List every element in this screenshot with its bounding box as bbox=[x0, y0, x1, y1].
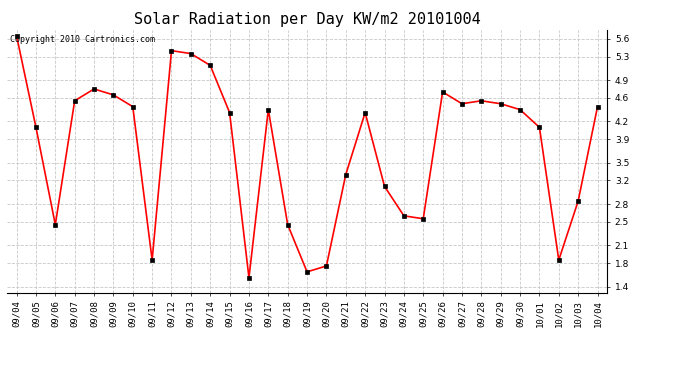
Title: Solar Radiation per Day KW/m2 20101004: Solar Radiation per Day KW/m2 20101004 bbox=[134, 12, 480, 27]
Text: Copyright 2010 Cartronics.com: Copyright 2010 Cartronics.com bbox=[10, 35, 155, 44]
